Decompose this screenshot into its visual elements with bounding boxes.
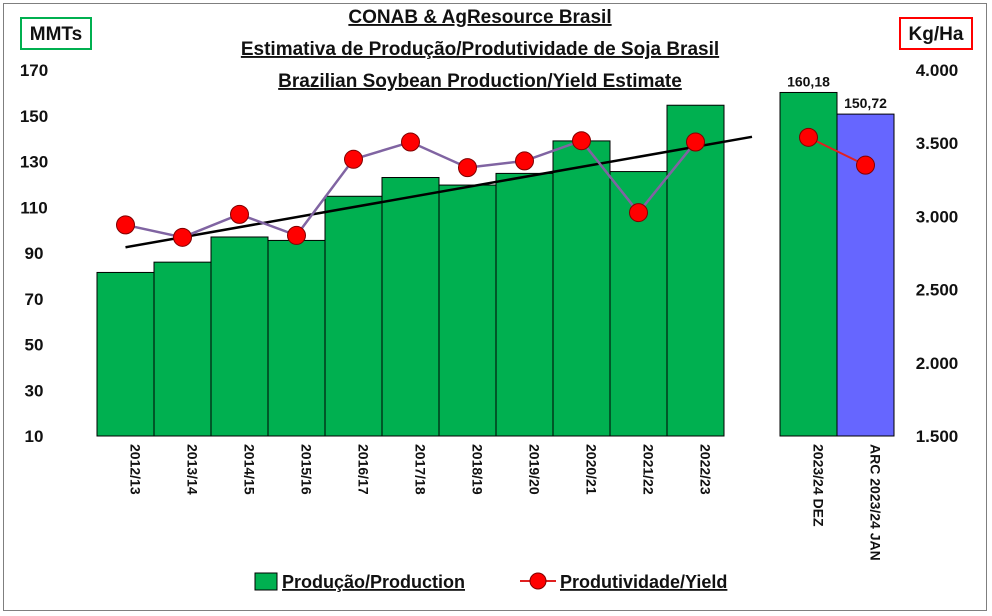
yield-point [515, 151, 534, 171]
left-tick-label: 150 [20, 107, 48, 126]
left-tick-label: 130 [20, 153, 48, 172]
legend-production-swatch [254, 572, 278, 591]
production-bar [381, 177, 440, 437]
forecast-yield-line [808, 136, 866, 167]
yield-point [230, 204, 249, 224]
production-bar [210, 236, 269, 437]
chart-title-line-3: Brazilian Soybean Production/Yield Estim… [278, 71, 682, 92]
forecast-category-label: ARC 2023/24 JAN [868, 444, 884, 561]
category-label: 2014/15 [242, 444, 258, 495]
yield-point [116, 215, 135, 235]
category-label: 2021/22 [641, 444, 657, 495]
forecast-category-label: 2023/24 DEZ [811, 444, 827, 527]
right-tick-label: 2.000 [916, 354, 959, 373]
category-label: 2012/13 [128, 444, 144, 495]
production-bar [267, 239, 326, 437]
yield-point [572, 131, 591, 151]
yield-point [458, 158, 477, 178]
production-bar [96, 271, 155, 437]
category-label: 2015/16 [299, 444, 315, 495]
left-tick-label: 10 [25, 427, 44, 446]
category-label: 2013/14 [185, 444, 201, 495]
category-label: 2018/19 [470, 444, 486, 495]
left-tick-label: 110 [20, 198, 47, 217]
production-bar [552, 140, 611, 437]
right-unit-box [899, 17, 973, 50]
yield-point [629, 203, 648, 223]
yield-point [686, 132, 705, 152]
right-unit-label: Kg/Ha [909, 24, 964, 45]
production-bar [495, 172, 554, 437]
right-tick-label: 1.500 [916, 427, 959, 446]
production-bar [438, 184, 497, 437]
yield-point [173, 227, 192, 247]
left-unit-box [20, 17, 92, 50]
production-bar [324, 195, 383, 437]
forecast-data-label: 160,18 [787, 73, 830, 89]
left-tick-label: 170 [20, 61, 48, 80]
forecast-yield-point [856, 155, 875, 175]
right-tick-label: 2.500 [916, 281, 959, 300]
legend-yield-label: Produtividade/Yield [560, 572, 727, 592]
legend-yield-marker [529, 572, 547, 590]
left-tick-label: 30 [25, 381, 44, 400]
chart-title-line-1: CONAB & AgResource Brasil [348, 7, 611, 28]
production-bar [153, 261, 212, 437]
category-label: 2019/20 [527, 444, 543, 495]
forecast-yield-point [799, 127, 818, 147]
left-tick-label: 90 [25, 244, 44, 263]
left-tick-label: 70 [25, 290, 44, 309]
category-label: 2016/17 [356, 444, 372, 495]
category-label: 2022/23 [698, 444, 714, 495]
category-label: 2017/18 [413, 444, 429, 495]
left-tick-label: 50 [25, 336, 44, 355]
right-tick-label: 3.000 [916, 207, 959, 226]
forecast-data-label: 150,72 [844, 95, 887, 111]
trend-line [125, 135, 753, 249]
right-tick-label: 4.000 [916, 61, 959, 80]
category-label: 2020/21 [584, 444, 600, 495]
left-unit-label: MMTs [30, 24, 82, 45]
legend-production-label: Produção/Production [282, 572, 465, 592]
yield-point [344, 149, 363, 169]
production-bar [666, 104, 725, 437]
yield-point [401, 132, 420, 152]
yield-point [287, 225, 306, 245]
chart-title-line-2: Estimativa de Produção/Produtividade de … [241, 39, 719, 60]
right-tick-label: 3.500 [916, 134, 959, 153]
